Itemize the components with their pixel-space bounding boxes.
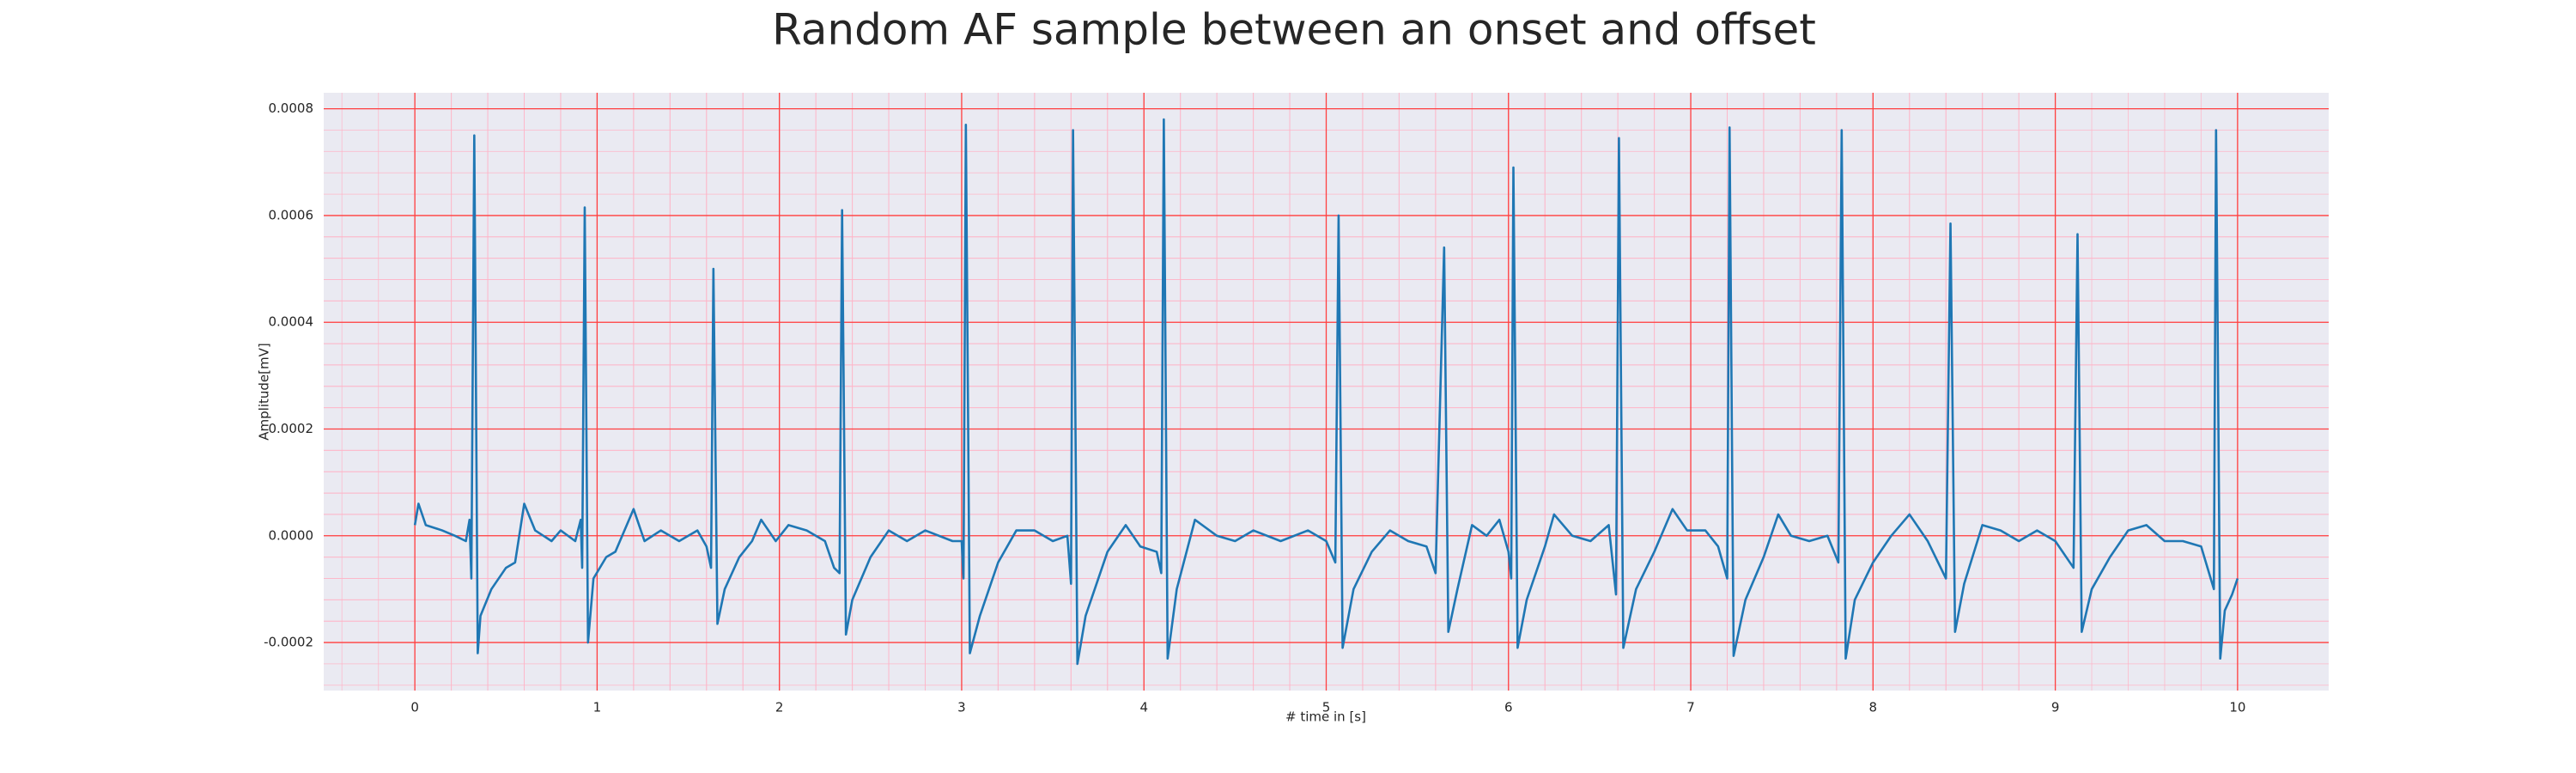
- x-tick-label: 10: [2229, 700, 2245, 715]
- x-tick-label: 8: [1869, 700, 1878, 715]
- y-tick-label: -0.0002: [264, 635, 313, 650]
- y-tick-label: 0.0000: [269, 527, 314, 543]
- x-tick-label: 0: [410, 700, 419, 715]
- x-axis-label: # time in [s]: [1285, 709, 1366, 725]
- x-tick-label: 6: [1504, 700, 1513, 715]
- marks: [413, 118, 2239, 666]
- x-tick-label: 3: [957, 700, 966, 715]
- x-tick-label: 9: [2051, 700, 2060, 715]
- x-tick-label: 1: [593, 700, 602, 715]
- y-tick-label: 0.0004: [269, 314, 314, 330]
- y-tick-label: 0.0002: [269, 421, 314, 436]
- y-axis-label: Amplitude[mV]: [257, 343, 272, 440]
- chart-title: Random AF sample between an onset and of…: [772, 5, 1816, 55]
- line-series: [413, 118, 2239, 666]
- y-tick-label: 0.0008: [269, 100, 314, 116]
- x-tick-label: 5: [1322, 700, 1331, 715]
- grid: [324, 93, 2329, 691]
- x-tick-label: 2: [775, 700, 784, 715]
- x-tick-label: 4: [1139, 700, 1148, 715]
- y-tick-label: 0.0006: [269, 207, 314, 222]
- x-tick-label: 7: [1686, 700, 1695, 715]
